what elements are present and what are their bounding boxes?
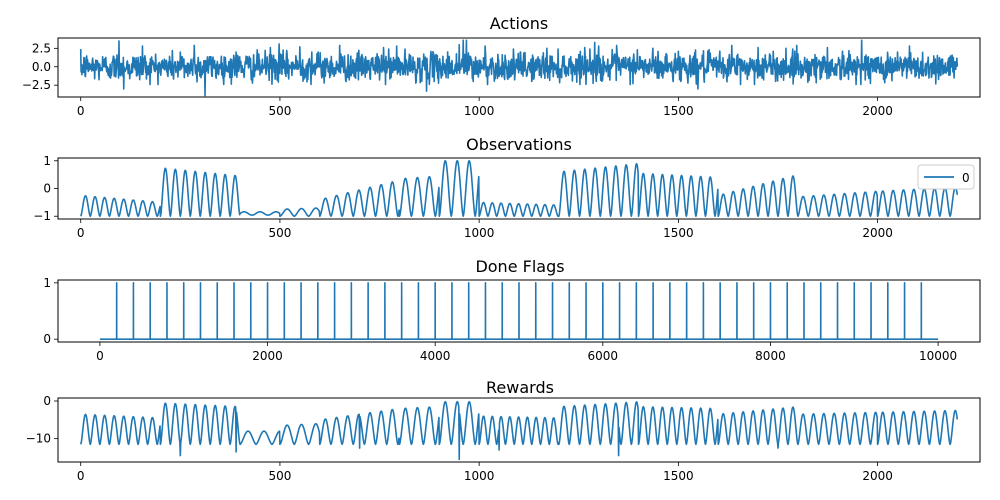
x-tick-label: 10000 <box>919 349 957 363</box>
x-tick-label: 0 <box>77 104 85 118</box>
rewards-series-line <box>79 400 959 461</box>
panel-done-flags-frame <box>57 279 981 343</box>
x-tick-label: 2000 <box>862 226 893 240</box>
panel-title-rewards: Rewards <box>486 378 554 397</box>
panel-title-done-flags: Done Flags <box>475 257 564 276</box>
x-tick-label: 2000 <box>862 104 893 118</box>
x-tick-label: 2000 <box>862 469 893 483</box>
panel-rewards: Rewards 0 500 1000 1500 2000 −10 0 <box>26 378 981 483</box>
x-tick-label: 1500 <box>663 226 694 240</box>
panel-rewards-frame <box>57 397 981 463</box>
x-tick-label: 4000 <box>420 349 451 363</box>
x-tick-label: 500 <box>268 104 291 118</box>
x-tick-label: 0 <box>77 226 85 240</box>
x-tick-label: 1000 <box>464 226 495 240</box>
x-tick-label: 1000 <box>464 104 495 118</box>
legend: 0 <box>917 164 975 190</box>
done-flags-series-line <box>99 282 939 340</box>
y-tick-label: 0 <box>43 394 51 408</box>
panel-rewards-ticks: 0 500 1000 1500 2000 −10 0 <box>26 394 893 483</box>
x-tick-label: 2000 <box>252 349 283 363</box>
y-tick-label: −10 <box>26 432 51 446</box>
panel-actions-ticks: 0 500 1000 1500 2000 −2.5 0.0 2.5 <box>22 41 893 118</box>
panel-done-flags-ticks: 0 2000 4000 6000 8000 10000 0 1 <box>43 276 957 363</box>
panel-observations: Observations 0 500 1000 1500 2000 −1 0 1 0 <box>33 135 981 240</box>
panel-done-flags: Done Flags 0 2000 4000 6000 8000 10000 0 1 <box>43 257 981 363</box>
panel-actions: Actions 0 500 1000 1500 2000 −2.5 0.0 2.5 <box>22 14 981 118</box>
x-tick-label: 0 <box>96 349 104 363</box>
panel-title-observations: Observations <box>466 135 572 154</box>
x-tick-label: 0 <box>77 469 85 483</box>
panel-observations-frame <box>57 157 981 220</box>
legend-label: 0 <box>962 171 970 185</box>
x-tick-label: 8000 <box>755 349 786 363</box>
y-tick-label: 0 <box>43 332 51 346</box>
y-tick-label: 1 <box>43 276 51 290</box>
x-tick-label: 1500 <box>663 104 694 118</box>
panel-observations-ticks: 0 500 1000 1500 2000 −1 0 1 <box>33 154 893 240</box>
x-tick-label: 500 <box>268 226 291 240</box>
panel-actions-frame <box>57 37 981 98</box>
x-tick-label: 1000 <box>464 469 495 483</box>
y-tick-label: 1 <box>43 154 51 168</box>
panel-title-actions: Actions <box>490 14 548 33</box>
x-tick-label: 1500 <box>663 469 694 483</box>
y-tick-label: 2.5 <box>32 41 51 55</box>
x-tick-label: 500 <box>268 469 291 483</box>
y-tick-label: 0 <box>43 182 51 196</box>
x-tick-label: 6000 <box>588 349 619 363</box>
observations-series-line <box>79 159 959 218</box>
y-tick-label: −2.5 <box>22 78 51 92</box>
actions-series-line <box>79 39 959 97</box>
y-tick-label: 0.0 <box>32 60 51 74</box>
y-tick-label: −1 <box>33 209 51 223</box>
